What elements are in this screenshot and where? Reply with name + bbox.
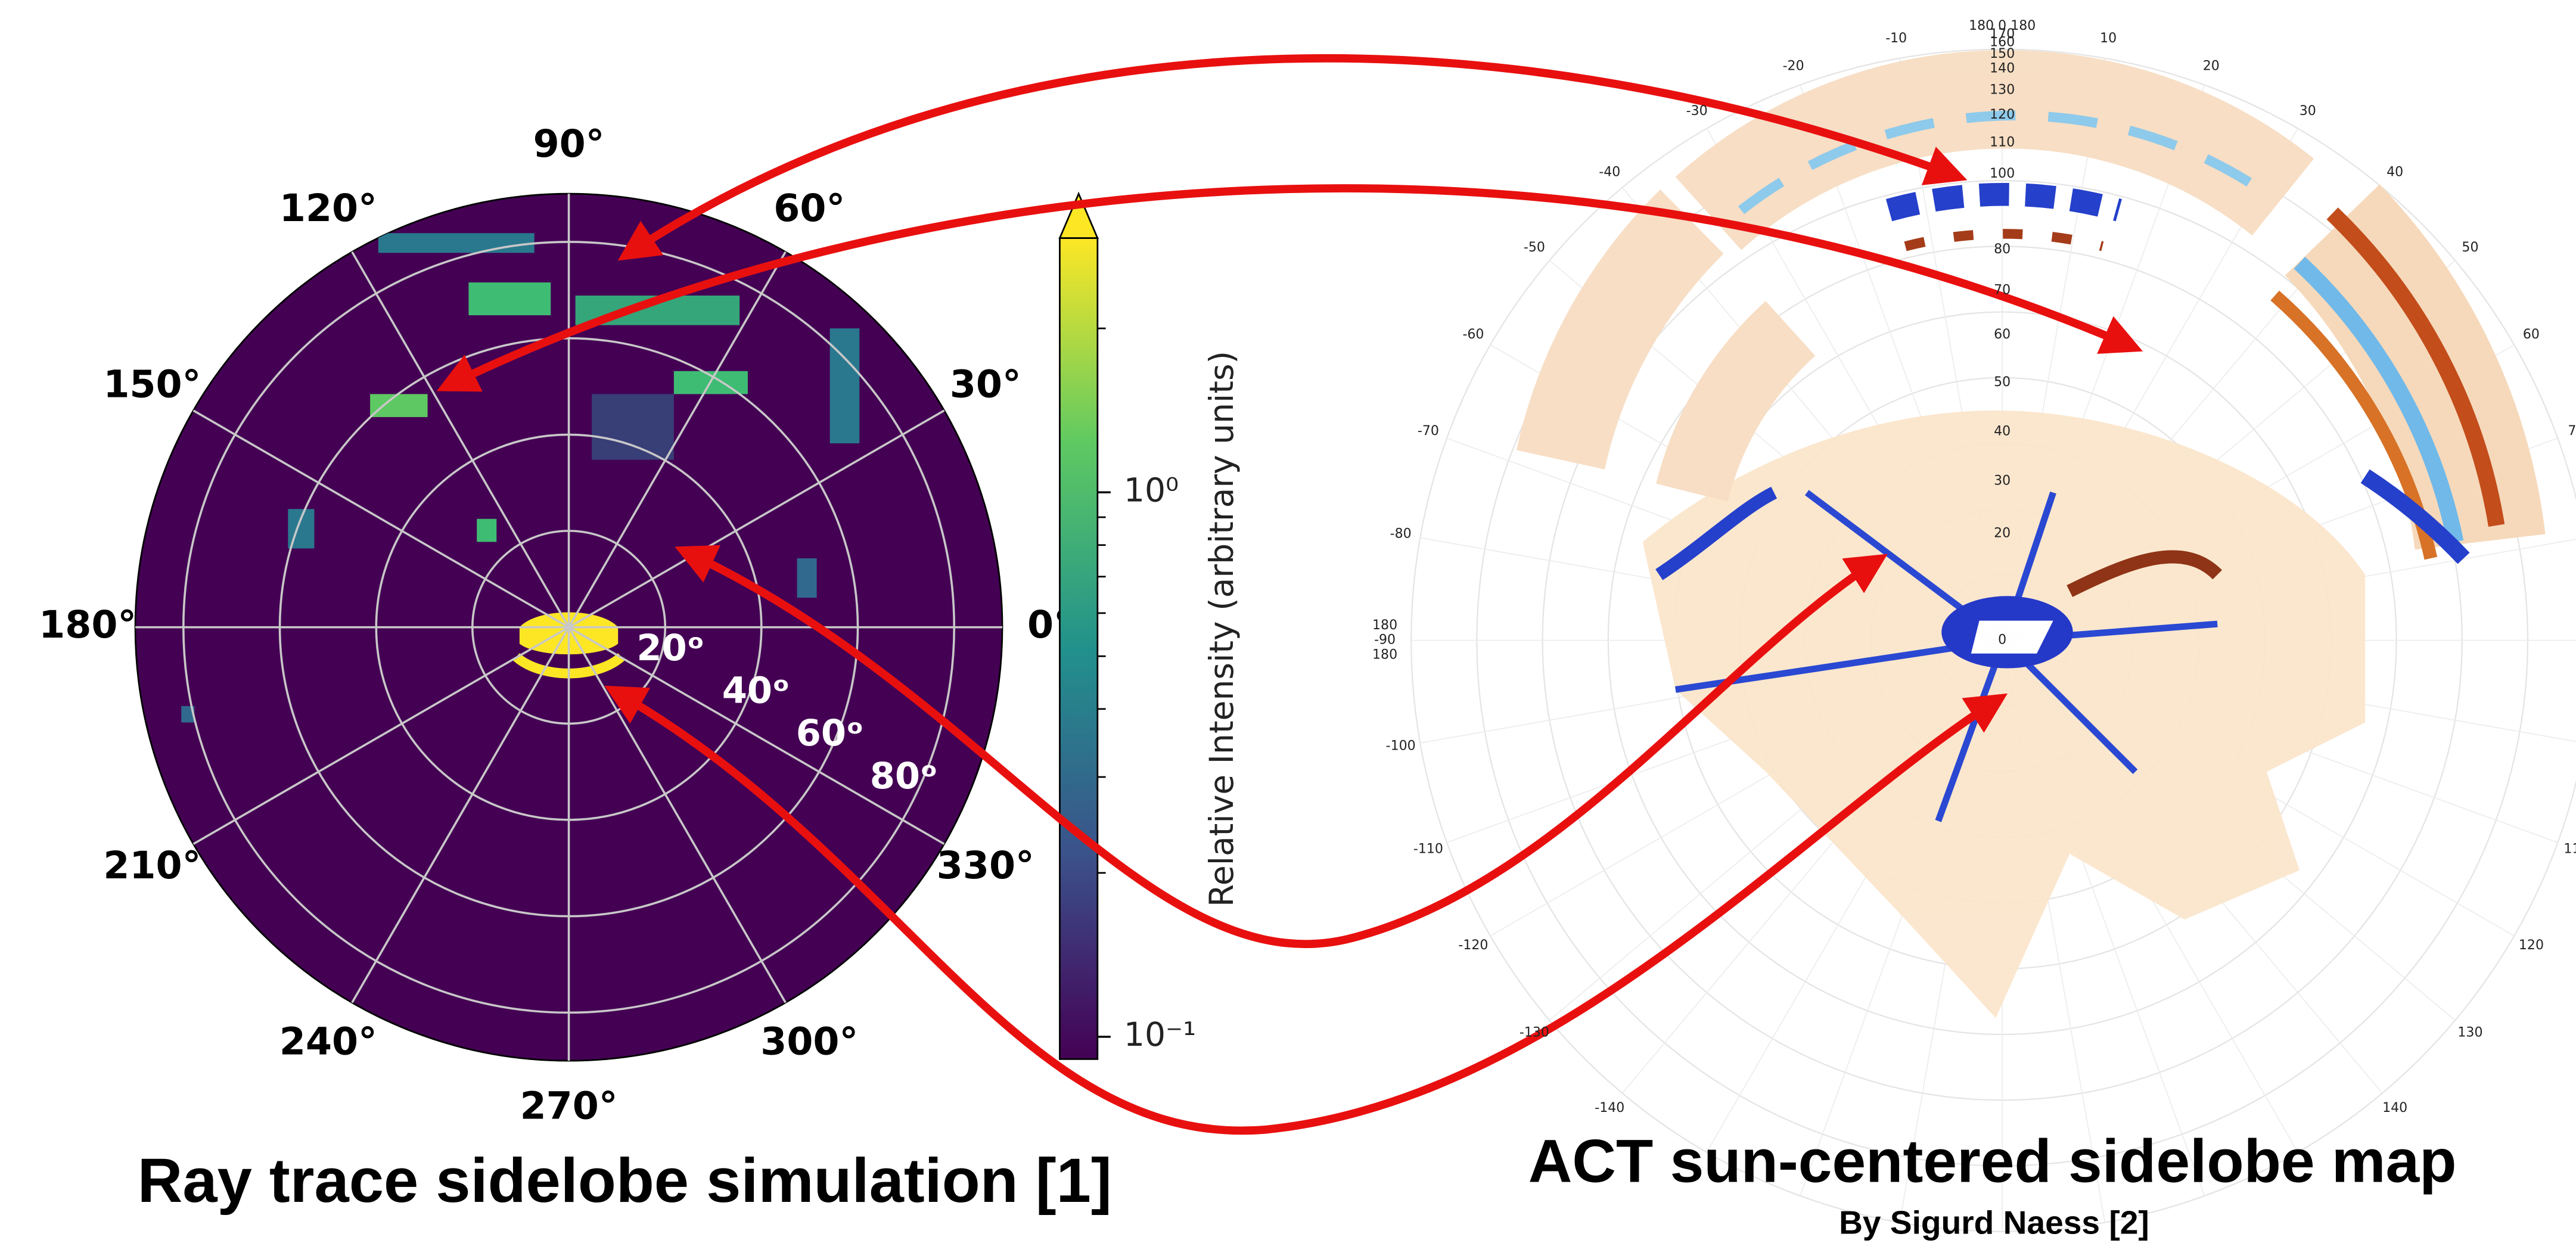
colorbar-tick-label: 10⁻¹ — [1124, 1015, 1196, 1054]
angle-tick-label: 60 — [2523, 327, 2540, 342]
radius-label: 130 — [1990, 83, 2015, 98]
colorbar-body — [1059, 238, 1097, 1059]
angle-label: 300° — [760, 1019, 858, 1063]
angle-tick-label: -70 — [1418, 424, 1439, 439]
radius-label: 60ᵒ — [796, 713, 864, 754]
angle-tick-label: -10 — [1885, 31, 1907, 46]
radius-label: 60 — [1994, 327, 2011, 342]
left-label: 180 — [1372, 647, 1397, 662]
radius-label: 170 — [1990, 27, 2015, 42]
angle-label: 60° — [773, 186, 845, 230]
angle-tick-label: -110 — [1413, 841, 1443, 856]
angle-tick-label: -100 — [1386, 739, 1416, 754]
angle-label: 90° — [533, 122, 605, 166]
angle-tick-label: 110 — [2563, 841, 2576, 856]
angle-tick-label: 40 — [2387, 164, 2403, 179]
angle-label: 150° — [103, 362, 201, 406]
angle-label: 210° — [103, 843, 201, 887]
angle-label: 270° — [520, 1084, 618, 1128]
angle-tick-label: 130 — [2457, 1026, 2482, 1040]
angle-tick-label: -60 — [1462, 327, 1484, 342]
radius-label: 40 — [1994, 424, 2011, 439]
angle-label: 30° — [950, 362, 1021, 406]
left-title: Ray trace sidelobe simulation [1] — [138, 1146, 1112, 1216]
radius-label: 70 — [1994, 283, 2011, 298]
angle-tick-label: 30 — [2300, 104, 2316, 119]
page: 0°30°60°90°120°150°180°210°240°270°300°3… — [0, 0, 2576, 1243]
radius-label: 40ᵒ — [722, 670, 790, 711]
angle-label: 330° — [937, 843, 1034, 887]
radius-label: 80ᵒ — [870, 756, 938, 797]
left-label: -90 — [1374, 633, 1396, 648]
radius-label: 100 — [1990, 166, 2015, 181]
right-title: ACT sun-centered sidelobe map — [1528, 1127, 2457, 1195]
angle-tick-label: -50 — [1524, 240, 1545, 255]
angle-tick-label: -80 — [1390, 527, 1412, 542]
radius-label: 20ᵒ — [636, 627, 704, 669]
angle-label: 120° — [279, 186, 377, 230]
angle-tick-label: 50 — [2462, 240, 2478, 255]
colorbar-tick-label: 10⁰ — [1124, 471, 1179, 509]
radius-label: 120 — [1990, 107, 2015, 122]
angle-tick-label: -40 — [1599, 164, 1620, 179]
angle-tick-label: -140 — [1595, 1101, 1624, 1115]
radius-label: 110 — [1990, 135, 2015, 150]
center-label: 0 — [1998, 633, 2006, 648]
radius-label: 20 — [1994, 526, 2011, 541]
radius-label: 80 — [1994, 242, 2011, 257]
figure: 0°30°60°90°120°150°180°210°240°270°300°3… — [0, 0, 2576, 1243]
angle-tick-label: 140 — [2382, 1101, 2407, 1115]
angle-tick-label: -120 — [1458, 938, 1488, 953]
sidelobe-map — [1561, 100, 2497, 1018]
left-label: 180 — [1372, 618, 1397, 633]
angle-tick-label: -20 — [1783, 58, 1804, 73]
angle-tick-label: 10 — [2100, 31, 2117, 46]
radius-label: 50 — [1994, 375, 2011, 390]
angle-label: 180° — [39, 602, 136, 647]
angle-tick-label: -130 — [1520, 1026, 1549, 1040]
colorbar: Relative Intensity (arbitrary units) 10⁻… — [1059, 194, 1241, 1059]
angle-tick-label: 20 — [2203, 58, 2220, 73]
radius-label: 140 — [1990, 61, 2015, 76]
right-subtitle: By Sigurd Naess [2] — [1839, 1204, 2149, 1241]
colorbar-label: Relative Intensity (arbitrary units) — [1202, 351, 1241, 907]
angle-tick-label: -30 — [1686, 104, 1708, 119]
angle-tick-label: 70 — [2568, 424, 2576, 439]
radius-label: 30 — [1994, 473, 2011, 488]
angle-tick-label: 120 — [2519, 938, 2544, 953]
angle-label: 240° — [279, 1019, 377, 1063]
